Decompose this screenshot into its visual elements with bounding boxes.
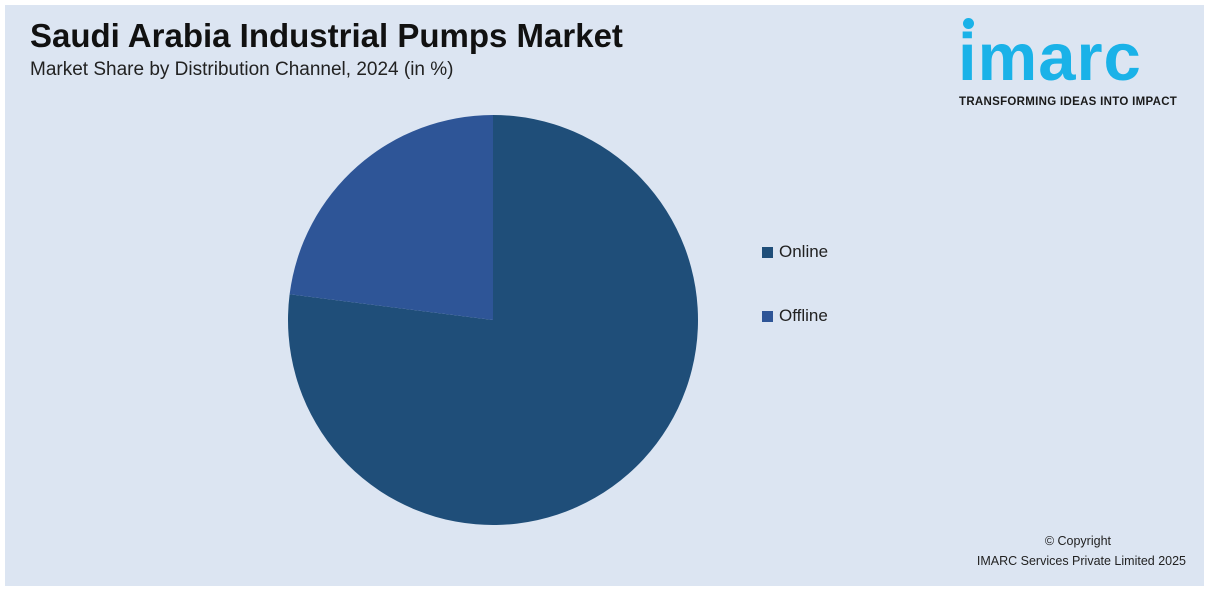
chart-subtitle: Market Share by Distribution Channel, 20… <box>30 59 454 80</box>
legend-label-online: Online <box>779 242 829 261</box>
logo-wordmark: imarc <box>958 20 1142 95</box>
copyright-line-1: © Copyright <box>1044 534 1111 548</box>
legend-item-offline: Offline <box>762 305 828 327</box>
legend-swatch-online <box>762 246 773 258</box>
chart-legend: Online Offline <box>762 241 828 369</box>
logo-tagline: TRANSFORMING IDEAS INTO IMPACT <box>959 96 1178 108</box>
copyright-line-2: IMARC Services Private Limited 2025 <box>976 554 1186 568</box>
pie-slice-online <box>288 114 699 525</box>
legend-swatch-offline <box>762 310 773 322</box>
imarc-logo: imarc TRANSFORMING IDEAS INTO IMPACT <box>958 12 1192 118</box>
copyright-notice: © Copyright IMARC Services Private Limit… <box>977 531 1186 571</box>
logo-dot <box>963 18 974 29</box>
legend-item-online: Online <box>762 241 828 263</box>
pie-slice-offline <box>289 115 493 320</box>
chart-title: Saudi Arabia Industrial Pumps Market <box>30 17 623 54</box>
legend-label-offline: Offline <box>779 306 828 325</box>
